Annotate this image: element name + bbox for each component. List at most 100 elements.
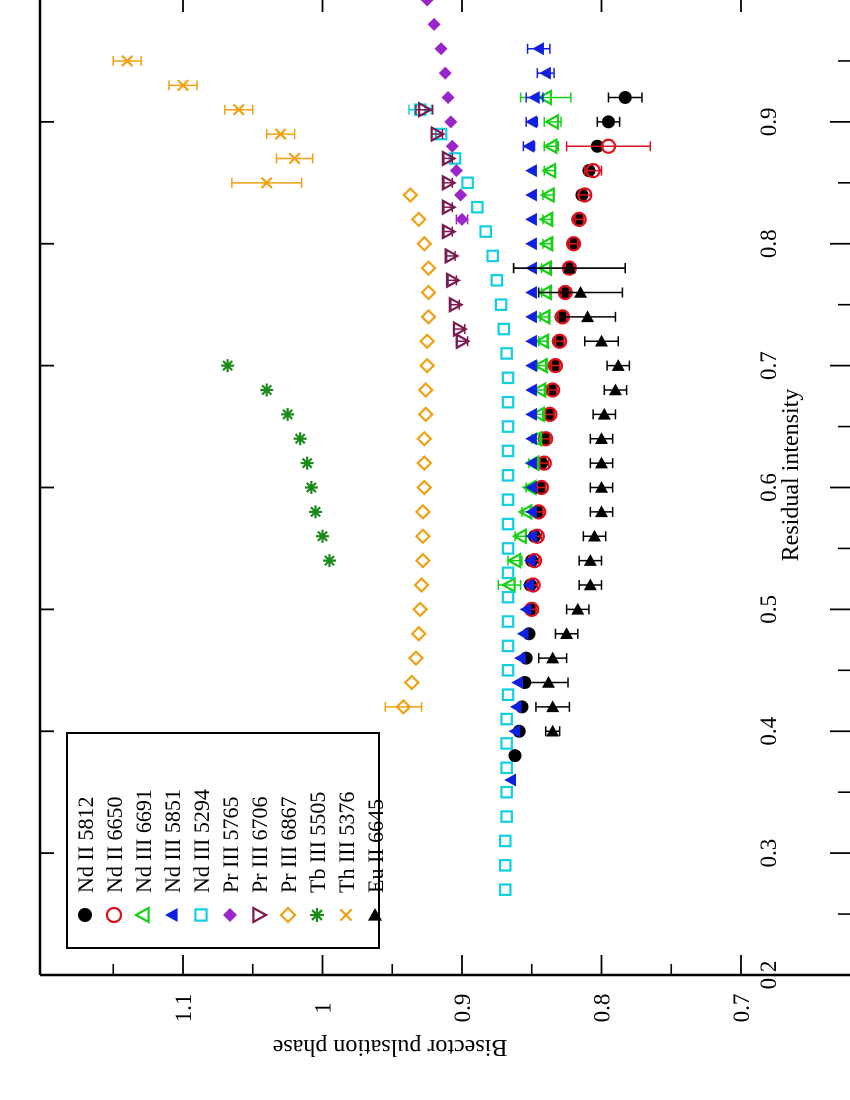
data-point: [562, 261, 576, 274]
x-tick-label: 0.7: [756, 351, 781, 380]
data-point: [509, 700, 522, 714]
marker-shape: [403, 674, 420, 691]
data-point: [486, 249, 499, 263]
marker-shape: [500, 785, 513, 799]
x-axis-title: Residual intensity: [778, 389, 804, 562]
legend-marker: [133, 906, 150, 924]
y-tick-label: 0.9: [450, 994, 475, 1023]
marker-shape: [528, 91, 540, 104]
data-point: [552, 333, 568, 349]
data-point: [501, 493, 515, 506]
data-point: [595, 481, 608, 493]
marker-shape: [516, 627, 529, 641]
data-point: [449, 164, 463, 178]
marker-shape: [417, 381, 434, 399]
marker-shape: [441, 198, 457, 216]
marker-shape: [121, 54, 134, 67]
legend-marker: [78, 908, 92, 922]
marker-shape: [611, 359, 625, 371]
data-point: [498, 883, 512, 896]
legend-label: Nd II 5812: [73, 796, 98, 893]
legend-label: Pr III 5765: [218, 796, 243, 893]
data-point: [560, 627, 574, 639]
data-point: [534, 332, 550, 350]
marker-shape: [252, 906, 269, 924]
data-point: [532, 42, 544, 56]
data-point: [525, 115, 537, 129]
series-10: [512, 261, 631, 737]
marker-shape: [525, 432, 537, 446]
legend-marker: [310, 908, 324, 922]
marker-shape: [501, 688, 515, 701]
data-point: [531, 381, 547, 399]
data-point: [293, 432, 307, 446]
marker-shape: [310, 506, 321, 518]
x-tick-label: 0.8: [756, 229, 781, 258]
data-point: [260, 176, 273, 189]
marker-shape: [595, 456, 608, 469]
data-point: [300, 456, 314, 470]
marker-shape: [260, 176, 273, 189]
legend-marker: [105, 906, 123, 924]
marker-shape: [511, 676, 523, 689]
data-point: [274, 128, 287, 141]
marker-shape: [498, 834, 512, 848]
data-point: [501, 469, 515, 482]
data-point: [525, 456, 537, 470]
marker-shape: [601, 115, 615, 129]
data-point: [501, 590, 515, 604]
data-point: [441, 174, 457, 192]
data-point: [402, 186, 419, 204]
data-point: [501, 444, 515, 458]
marker-shape: [412, 601, 429, 618]
data-point: [427, 17, 441, 31]
marker-shape: [538, 211, 554, 228]
data-point: [597, 407, 611, 420]
marker-shape: [539, 186, 555, 204]
marker-shape: [279, 906, 297, 924]
legend-label: Th III 5376: [334, 792, 359, 893]
marker-shape: [368, 908, 382, 921]
marker-shape: [441, 174, 457, 192]
marker-shape: [595, 481, 608, 493]
data-point: [438, 66, 452, 80]
data-point: [532, 357, 548, 374]
data-point: [508, 749, 522, 763]
marker-shape: [562, 261, 576, 274]
marker-shape: [595, 505, 608, 518]
data-point: [419, 333, 436, 350]
data-point: [500, 785, 513, 799]
marker-shape: [600, 138, 617, 154]
marker-shape: [261, 384, 273, 396]
data-point: [525, 212, 537, 226]
marker-shape: [441, 223, 457, 240]
data-point: [498, 859, 512, 872]
marker-shape: [194, 908, 208, 922]
marker-shape: [538, 235, 554, 253]
y-tick-label: 1.1: [171, 994, 196, 1023]
data-point: [588, 529, 602, 542]
marker-shape: [490, 274, 504, 287]
data-point: [448, 296, 464, 314]
marker-shape: [501, 444, 515, 458]
marker-shape: [410, 211, 427, 228]
marker-shape: [588, 529, 602, 542]
series-8: [221, 359, 336, 568]
marker-shape: [501, 590, 515, 604]
marker-shape: [529, 406, 546, 423]
x-tick-label: 0.5: [756, 595, 781, 624]
data-point: [500, 576, 516, 594]
data-point: [418, 101, 434, 119]
data-point: [441, 198, 457, 216]
data-point: [538, 211, 554, 228]
marker-shape: [445, 139, 459, 153]
data-point: [414, 552, 431, 569]
data-point: [419, 357, 436, 374]
marker-shape: [418, 101, 434, 119]
marker-shape: [501, 493, 515, 506]
marker-shape: [595, 334, 608, 347]
x-tick-label: 0.4: [756, 716, 781, 745]
marker-shape: [449, 164, 463, 178]
marker-shape: [501, 639, 515, 653]
marker-shape: [427, 17, 441, 31]
